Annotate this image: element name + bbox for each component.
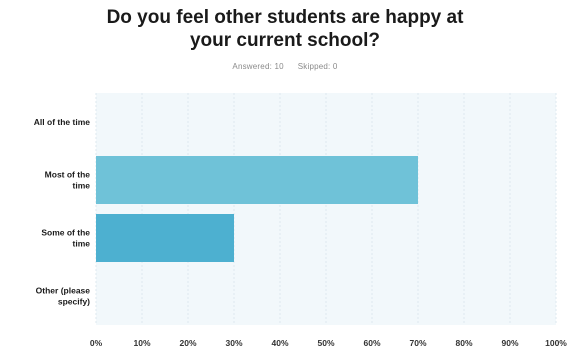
category-label: Other (please specify) [36,286,91,307]
x-tick-label: 0% [90,338,103,348]
x-axis-tick-labels: 0% 10% 20% 30% 40% 50% 60% 70% 80% 90% 100% [90,338,567,348]
chart-title: Do you feel other students are happy at … [0,6,570,52]
skipped-count: Skipped: 0 [297,62,338,71]
x-tick-label: 60% [363,338,380,348]
x-tick-label: 40% [271,338,288,348]
bar [96,214,234,262]
chart-title-line-2: your current school? [189,30,381,51]
x-tick-label: 10% [133,338,150,348]
bar [96,156,418,204]
x-tick-label: 70% [409,338,426,348]
bars [96,156,418,262]
answered-count: Answered: 10 [232,62,284,71]
x-tick-label: 20% [179,338,196,348]
category-label: Some of the time [41,228,90,249]
gridlines [95,93,557,325]
x-tick-label: 90% [501,338,518,348]
category-label: Most of the time [45,170,91,191]
x-tick-label: 30% [225,338,242,348]
x-tick-label: 100% [545,338,567,348]
category-label: All of the time [34,117,90,127]
category-labels: All of the time Most of the time Some of th… [34,117,90,307]
response-stats: Answered: 10 Skipped: 0 [0,62,570,71]
chart-title-line-1: Do you feel other students are happy at [106,7,464,28]
x-tick-label: 50% [317,338,334,348]
x-tick-label: 80% [455,338,472,348]
